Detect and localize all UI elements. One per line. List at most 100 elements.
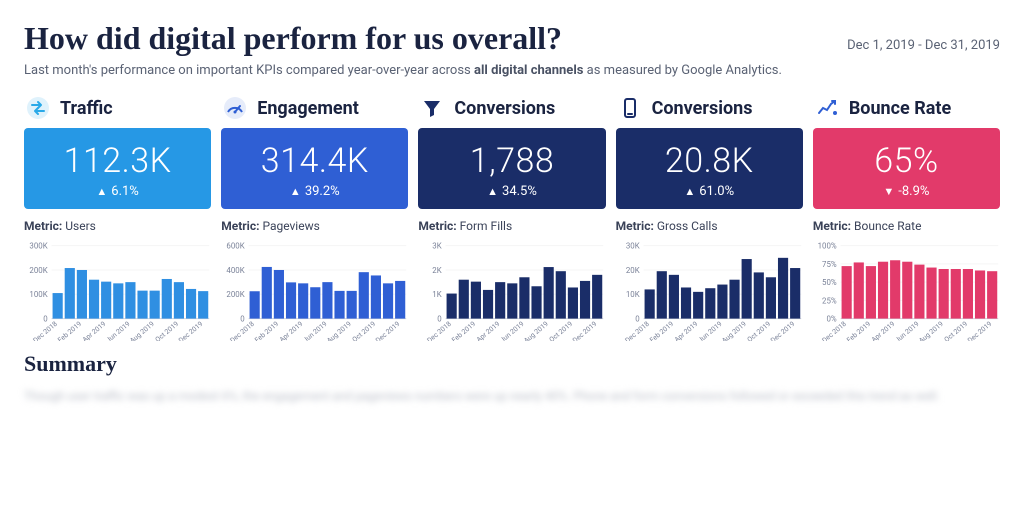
svg-text:Apr 2019: Apr 2019: [278, 320, 305, 341]
svg-text:Aug 2019: Aug 2019: [523, 320, 551, 341]
svg-text:Aug 2019: Aug 2019: [917, 320, 945, 341]
svg-text:Apr 2019: Apr 2019: [870, 320, 897, 341]
arrow-up-icon: ▲: [487, 185, 498, 198]
svg-text:2K: 2K: [433, 266, 442, 275]
svg-text:200K: 200K: [227, 290, 245, 299]
kpi-bar-chart: 010K20K30KDec 2018Feb 2019Apr 2019Jun 20…: [616, 241, 803, 341]
svg-text:Apr 2019: Apr 2019: [475, 320, 502, 341]
svg-text:0: 0: [438, 314, 442, 323]
kpi-card: Conversions 20.8K ▲ 61.0% Metric: Gross …: [616, 96, 803, 341]
subtitle: Last month's performance on important KP…: [24, 63, 1000, 78]
metric-line: Metric: Form Fills: [418, 219, 605, 233]
svg-text:Oct 2019: Oct 2019: [745, 320, 771, 341]
card-head: Engagement: [221, 96, 408, 120]
svg-text:25%: 25%: [822, 296, 837, 305]
arrow-down-icon: ▼: [883, 185, 894, 198]
svg-text:Jun 2019: Jun 2019: [893, 320, 920, 341]
kpi-value: 1,788: [430, 144, 593, 180]
card-value-box: 112.3K ▲ 6.1%: [24, 128, 211, 209]
svg-text:30K: 30K: [625, 241, 639, 250]
svg-text:75%: 75%: [822, 260, 837, 269]
subtitle-pre: Last month's performance on important KP…: [24, 63, 474, 78]
kpi-value: 20.8K: [628, 144, 791, 180]
kpi-card: Conversions 1,788 ▲ 34.5% Metric: Form F…: [418, 96, 605, 341]
kpi-delta: ▼ -8.9%: [825, 184, 988, 199]
summary-body: Though user traffic was up a modest 6%, …: [24, 387, 1000, 405]
funnel-icon: [420, 96, 444, 120]
svg-text:0: 0: [240, 314, 244, 323]
svg-text:Aug 2019: Aug 2019: [720, 320, 748, 341]
kpi-value: 112.3K: [36, 144, 199, 180]
svg-text:Feb 2019: Feb 2019: [56, 320, 83, 341]
svg-text:Jun 2019: Jun 2019: [696, 320, 723, 341]
svg-text:Aug 2019: Aug 2019: [128, 320, 156, 341]
card-value-box: 65% ▼ -8.9%: [813, 128, 1000, 209]
svg-text:Dec 2019: Dec 2019: [966, 320, 993, 341]
kpi-card: Bounce Rate 65% ▼ -8.9% Metric: Bounce R…: [813, 96, 1000, 341]
kpi-delta-value: -8.9%: [898, 184, 929, 199]
tachometer-icon: [223, 96, 247, 120]
metric-label: Metric:: [418, 219, 456, 233]
svg-text:Feb 2019: Feb 2019: [648, 320, 675, 341]
kpi-delta-value: 61.0%: [699, 184, 734, 199]
metric-value: Users: [65, 219, 96, 233]
svg-text:Dec 2019: Dec 2019: [177, 320, 204, 341]
card-title: Bounce Rate: [849, 98, 951, 119]
svg-text:100K: 100K: [29, 290, 47, 299]
kpi-delta-value: 39.2%: [305, 184, 340, 199]
svg-text:Oct 2019: Oct 2019: [943, 320, 969, 341]
kpi-delta-value: 34.5%: [502, 184, 537, 199]
svg-text:Apr 2019: Apr 2019: [673, 320, 700, 341]
kpi-bar-chart: 0%25%50%75%100%Dec 2018Feb 2019Apr 2019J…: [813, 241, 1000, 341]
kpi-delta: ▲ 34.5%: [430, 184, 593, 199]
svg-text:Jun 2019: Jun 2019: [105, 320, 132, 341]
card-head: Conversions: [418, 96, 605, 120]
kpi-value: 314.4K: [233, 144, 396, 180]
card-value-box: 314.4K ▲ 39.2%: [221, 128, 408, 209]
kpi-delta: ▲ 61.0%: [628, 184, 791, 199]
subtitle-bold: all digital channels: [474, 63, 583, 78]
svg-text:50%: 50%: [822, 278, 837, 287]
metric-value: Bounce Rate: [854, 219, 921, 233]
arrow-up-icon: ▲: [290, 185, 301, 198]
page-title: How did digital perform for us overall?: [24, 20, 562, 57]
card-head: Traffic: [24, 96, 211, 120]
metric-label: Metric:: [221, 219, 259, 233]
svg-text:Dec 2019: Dec 2019: [769, 320, 796, 341]
svg-text:400K: 400K: [227, 266, 245, 275]
bounce-icon: [815, 96, 839, 120]
kpi-bar-chart: 0100K200K300KDec 2018Feb 2019Apr 2019Jun…: [24, 241, 211, 341]
kpi-cards-row: Traffic 112.3K ▲ 6.1% Metric: Users 0 100…: [24, 96, 1000, 341]
svg-text:Oct 2019: Oct 2019: [154, 320, 180, 341]
metric-value: Gross Calls: [657, 219, 718, 233]
metric-value: Form Fills: [460, 219, 513, 233]
svg-text:0%: 0%: [826, 314, 836, 323]
svg-text:1K: 1K: [433, 290, 442, 299]
svg-text:200K: 200K: [29, 266, 47, 275]
svg-text:100%: 100%: [817, 241, 836, 250]
subtitle-post: as measured by Google Analytics.: [583, 63, 781, 78]
svg-text:Apr 2019: Apr 2019: [81, 320, 108, 341]
card-title: Conversions: [454, 98, 555, 119]
svg-text:3K: 3K: [433, 241, 442, 250]
metric-label: Metric:: [616, 219, 654, 233]
kpi-bar-chart: 01K2K3KDec 2018Feb 2019Apr 2019Jun 2019A…: [418, 241, 605, 341]
svg-text:0: 0: [635, 314, 639, 323]
svg-text:Feb 2019: Feb 2019: [845, 320, 872, 341]
arrow-up-icon: ▲: [96, 185, 107, 198]
kpi-delta-value: 6.1%: [111, 184, 139, 199]
card-value-box: 1,788 ▲ 34.5%: [418, 128, 605, 209]
metric-line: Metric: Users: [24, 219, 211, 233]
metric-line: Metric: Pageviews: [221, 219, 408, 233]
svg-text:300K: 300K: [29, 241, 47, 250]
svg-text:Oct 2019: Oct 2019: [548, 320, 574, 341]
kpi-bar-chart: 0200K400K600KDec 2018Feb 2019Apr 2019Jun…: [221, 241, 408, 341]
svg-text:Feb 2019: Feb 2019: [253, 320, 280, 341]
card-title: Conversions: [652, 98, 753, 119]
card-value-box: 20.8K ▲ 61.0%: [616, 128, 803, 209]
svg-text:600K: 600K: [227, 241, 245, 250]
svg-text:Jun 2019: Jun 2019: [499, 320, 526, 341]
phone-icon: [618, 96, 642, 120]
kpi-delta: ▲ 39.2%: [233, 184, 396, 199]
svg-text:Oct 2019: Oct 2019: [351, 320, 377, 341]
